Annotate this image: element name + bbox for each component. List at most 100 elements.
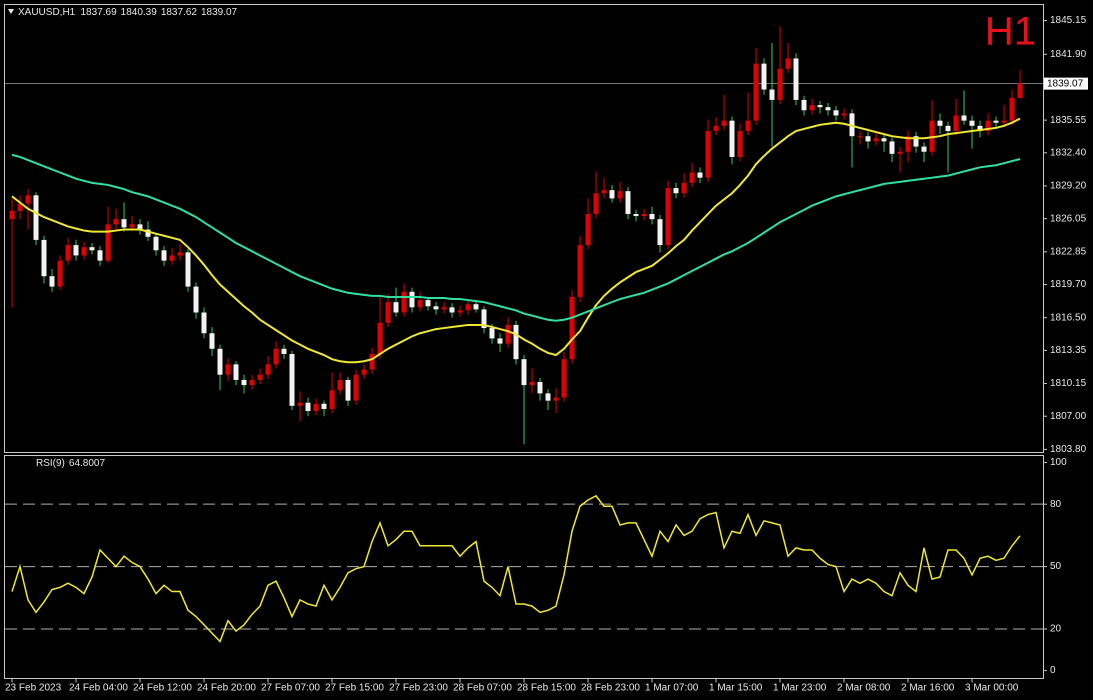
candle-body (841, 113, 847, 116)
candle-body (185, 252, 191, 287)
candle-body (401, 291, 407, 313)
candle-body (697, 172, 703, 178)
candle-body (161, 250, 167, 261)
candle-body (529, 381, 535, 386)
candle-body (505, 324, 511, 344)
candle-body (313, 403, 319, 412)
candle-body (441, 307, 447, 310)
candle-body (377, 322, 383, 354)
candle-body (337, 379, 343, 391)
open: 1837.69 (81, 7, 118, 18)
candle-body (273, 348, 279, 365)
candle-body (361, 369, 367, 375)
candle-body (289, 353, 295, 406)
candle-body (465, 304, 471, 311)
candle-body (825, 107, 831, 111)
low: 1837.62 (161, 7, 198, 18)
candle-body (265, 364, 271, 375)
candle-body (849, 113, 855, 137)
candle-body (881, 138, 887, 142)
candle-body (897, 151, 903, 154)
candle-body (169, 255, 175, 261)
candle-body (545, 393, 551, 401)
moving-average (11, 117, 1021, 364)
candle-body (177, 252, 183, 256)
candle-body (777, 68, 783, 100)
candle-body (33, 195, 39, 240)
candle-body (241, 379, 247, 386)
y-tick-label: 1835.55 (1050, 115, 1087, 126)
candle-body (833, 110, 839, 116)
candle-body (945, 125, 951, 132)
candle-body (225, 364, 231, 375)
y-tick-label: 1803.80 (1050, 444, 1087, 455)
candle-body (281, 348, 287, 354)
candle-body (329, 390, 335, 409)
candle-body (769, 89, 775, 100)
candle-body (977, 125, 983, 132)
candle-body (665, 188, 671, 246)
menu-triangle (8, 9, 14, 14)
candle-body (641, 213, 647, 217)
y-tick-label: 1829.20 (1050, 181, 1087, 192)
candle-body (577, 245, 583, 297)
candle-body (321, 403, 327, 409)
candle-body (913, 136, 919, 147)
candle-body (785, 58, 791, 69)
candle-body (105, 224, 111, 261)
candle-body (649, 213, 655, 220)
candle-body (633, 213, 639, 217)
candle-body (201, 312, 207, 334)
candle-body (921, 146, 927, 152)
candle-body (209, 333, 215, 349)
candle-body (873, 138, 879, 142)
x-tick-label: 28 Feb 07:00 (453, 683, 512, 694)
y-tick-label: 1819.70 (1050, 279, 1087, 290)
candle-body (569, 296, 575, 360)
y-tick-label: 20 (1050, 624, 1062, 635)
candle-body (153, 236, 159, 251)
candle-body (369, 353, 375, 370)
candle-body (985, 120, 991, 132)
candle-body (953, 115, 959, 132)
x-tick-label: 28 Feb 15:00 (517, 683, 576, 694)
candle-body (961, 115, 967, 121)
x-tick-label: 23 Feb 2023 (5, 683, 62, 694)
y-tick-label: 50 (1050, 561, 1062, 572)
candle-body (129, 224, 135, 228)
x-tick-label: 24 Feb 12:00 (133, 683, 192, 694)
candle-body (193, 286, 199, 313)
candle-body (449, 307, 455, 313)
x-tick-label: 27 Feb 23:00 (389, 683, 448, 694)
candle-body (385, 302, 391, 323)
candle-body (681, 182, 687, 194)
rsi-line (11, 494, 1021, 643)
x-tick-label: 24 Feb 20:00 (197, 683, 256, 694)
candle-body (721, 120, 727, 126)
candle-body (713, 125, 719, 132)
candle-body (305, 402, 311, 412)
candle-body (745, 120, 751, 132)
candle-body (561, 359, 567, 398)
candle-body (73, 245, 79, 256)
candle-body (905, 136, 911, 152)
candle-body (793, 58, 799, 100)
candle-body (9, 210, 15, 220)
candle-body (553, 397, 559, 401)
y-tick-label: 1841.90 (1050, 49, 1087, 60)
x-tick-label: 28 Feb 23:00 (581, 683, 640, 694)
candle-body (761, 63, 767, 90)
symbol-header: XAUUSD,H1 1837.69 1840.39 1837.62 1839.07 (18, 7, 238, 18)
candle-body (393, 302, 399, 313)
candle-body (857, 136, 863, 138)
x-tick-label: 1 Mar 07:00 (645, 683, 699, 694)
candle-body (57, 260, 63, 287)
y-tick-label: 1807.00 (1050, 411, 1087, 422)
candle-body (729, 120, 735, 157)
candle-body (409, 291, 415, 308)
candle-body (489, 328, 495, 339)
candle-body (737, 131, 743, 157)
candle-body (257, 374, 263, 380)
candle-body (297, 402, 303, 406)
